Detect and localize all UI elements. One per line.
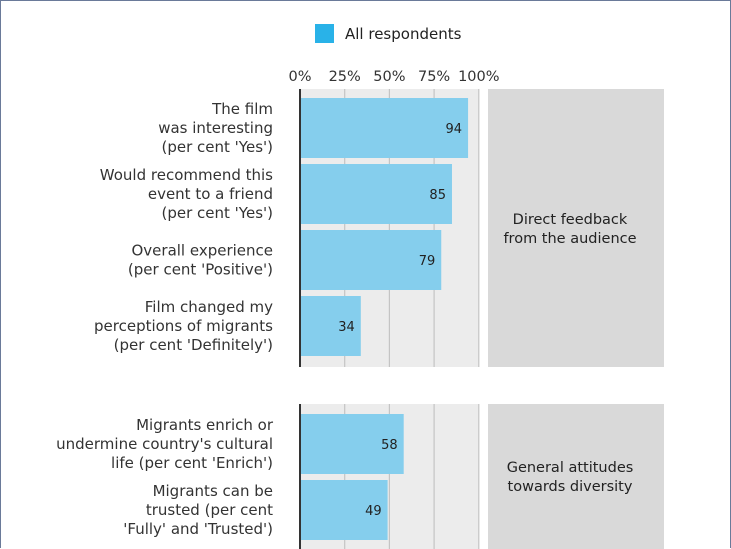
bar	[300, 414, 404, 474]
bar-value-label: 85	[429, 188, 446, 203]
category-label: Migrants can be trusted (per cent 'Fully' …	[123, 482, 273, 538]
bar-group: General attitudes towards diversity 58 Migr…	[56, 404, 664, 549]
bar-group: Direct feedback from the audience 94 The fi…	[94, 89, 664, 367]
category-label: The film was interesting (per cent 'Yes')	[158, 100, 273, 156]
x-tick-label: 25%	[329, 69, 361, 85]
x-tick-label: 100%	[458, 69, 499, 85]
category-label: Migrants enrich or undermine country's cu…	[56, 416, 274, 472]
group-label: Direct feedback from the audience	[503, 212, 636, 247]
legend: All respondents	[315, 24, 462, 43]
category-label: Overall experience (per cent 'Positive')	[128, 242, 273, 279]
bar-value-label: 34	[338, 320, 355, 335]
bar	[300, 98, 469, 158]
x-tick-label: 75%	[418, 69, 450, 85]
bar-value-label: 79	[419, 254, 436, 269]
bar-value-label: 94	[446, 122, 463, 137]
group-annotation-panel	[488, 89, 664, 367]
legend-label-all-respondents: All respondents	[345, 25, 462, 43]
bar-value-label: 49	[365, 504, 382, 519]
x-axis-ticks: 0% 25% 50% 75% 100%	[288, 69, 499, 85]
bar	[300, 230, 442, 290]
x-tick-label: 50%	[373, 69, 405, 85]
bar	[300, 296, 361, 356]
group-annotation-panel	[488, 404, 664, 549]
legend-swatch-all-respondents	[315, 24, 334, 43]
group-label: General attitudes towards diversity	[507, 460, 634, 495]
bar	[300, 164, 452, 224]
category-label: Would recommend this event to a friend (pe…	[100, 166, 273, 222]
x-tick-label: 0%	[288, 69, 311, 85]
category-label: Film changed my perceptions of migrants (p…	[94, 298, 273, 354]
bar	[300, 480, 388, 540]
plot-area: Direct feedback from the audience 94 The fi…	[56, 89, 664, 549]
bar-value-label: 58	[381, 438, 398, 453]
